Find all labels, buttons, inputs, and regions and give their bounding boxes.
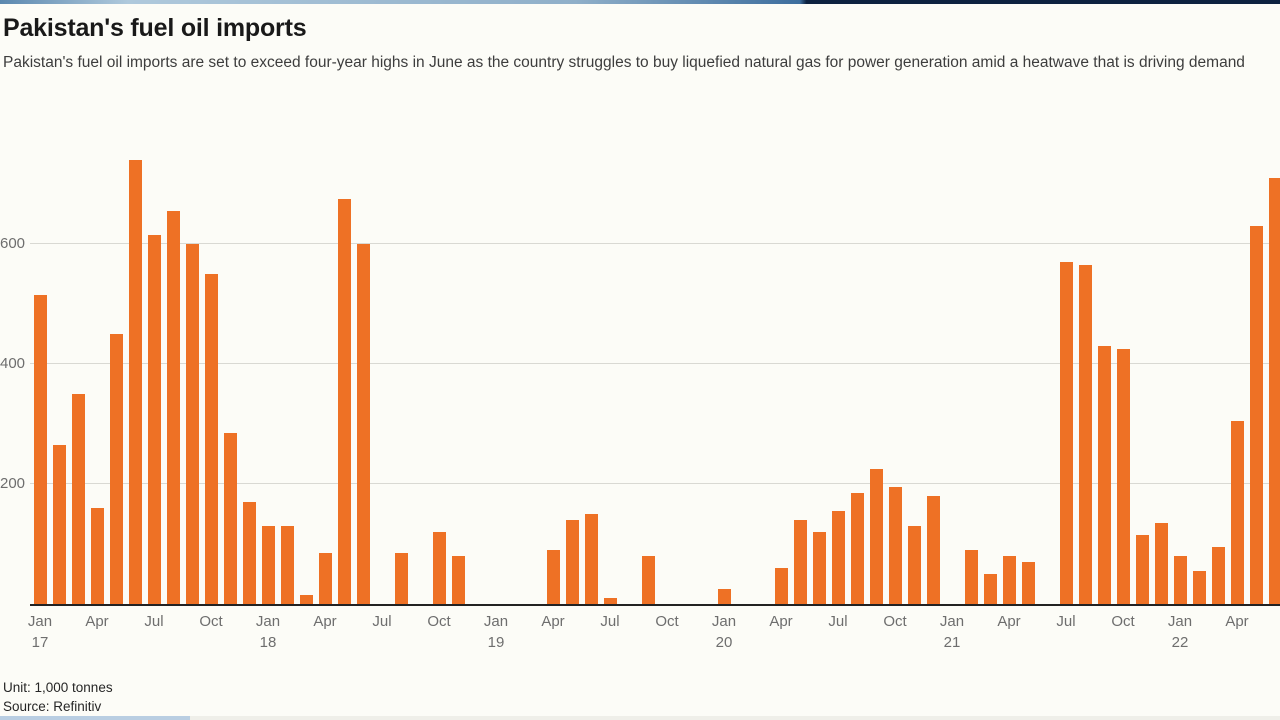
bar-feb-2021 [964, 550, 978, 604]
bar-may-2022 [1249, 226, 1263, 604]
x-tick-year-20: 20 [715, 634, 733, 651]
bar-jun-2018 [356, 244, 370, 604]
bar-jan-2018 [261, 526, 275, 604]
y-axis-label-200: 200 [0, 475, 26, 492]
bar-jul-2019 [603, 598, 617, 604]
x-tick-apr: Apr [769, 613, 793, 630]
bar-nov-2017 [223, 433, 237, 604]
bottom-bar-left-segment [0, 716, 190, 720]
x-tick-jan-19: Jan [483, 613, 509, 630]
x-tick-jul: Jul [372, 613, 392, 630]
bar-jun-2022 [1268, 178, 1280, 604]
bar-may-2021 [1021, 562, 1035, 604]
unit-note: Unit: 1,000 tonnes [3, 680, 113, 695]
bar-jul-2017 [147, 235, 161, 604]
bar-apr-2018 [318, 553, 332, 604]
x-tick-year-22: 22 [1171, 634, 1189, 651]
bar-feb-2022 [1192, 571, 1206, 604]
x-tick-oct: Oct [1111, 613, 1135, 630]
x-tick-jan-20: Jan [711, 613, 737, 630]
x-tick-year-18: 18 [259, 634, 277, 651]
bar-mar-2018 [299, 595, 313, 604]
bar-oct-2017 [204, 274, 218, 604]
bar-may-2019 [565, 520, 579, 604]
bar-dec-2017 [242, 502, 256, 604]
bar-jul-2021 [1059, 262, 1073, 604]
bar-aug-2020 [850, 493, 864, 604]
reuters-top-bar [0, 0, 1280, 4]
bar-dec-2020 [926, 496, 940, 604]
bar-sep-2017 [185, 244, 199, 604]
bar-aug-2021 [1078, 265, 1092, 604]
bar-apr-2019 [546, 550, 560, 604]
x-tick-apr: Apr [313, 613, 337, 630]
x-tick-apr: Apr [1225, 613, 1249, 630]
bar-aug-2017 [166, 211, 180, 604]
bar-oct-2018 [432, 532, 446, 604]
bar-feb-2018 [280, 526, 294, 604]
bar-jul-2020 [831, 511, 845, 604]
bar-sep-2020 [869, 469, 883, 604]
y-axis-label-600: 600 [0, 235, 26, 252]
bar-sep-2019 [641, 556, 655, 604]
bar-dec-2021 [1154, 523, 1168, 604]
reuters-bottom-bar [0, 716, 1280, 720]
gridline-600 [30, 243, 1280, 244]
chart-footer: Unit: 1,000 tonnes Source: Refinitiv [3, 678, 113, 716]
x-tick-jul: Jul [600, 613, 620, 630]
chart-title: Pakistan's fuel oil imports [3, 14, 307, 42]
bar-apr-2021 [1002, 556, 1016, 604]
x-tick-apr: Apr [85, 613, 109, 630]
bar-jun-2017 [128, 160, 142, 604]
bar-apr-2022 [1230, 421, 1244, 604]
bar-may-2018 [337, 199, 351, 604]
chart-subtitle: Pakistan's fuel oil imports are set to e… [3, 54, 1245, 71]
x-axis-labels: Jan 17 Apr Jul Oct Jan 18 Apr Jul Oct Jan 19 Apr Jul O… [0, 613, 1280, 655]
x-tick-oct: Oct [883, 613, 907, 630]
source-note: Source: Refinitiv [3, 699, 102, 714]
x-tick-apr: Apr [541, 613, 565, 630]
bar-may-2020 [793, 520, 807, 604]
x-tick-jan-17: Jan [27, 613, 53, 630]
bar-jan-2020 [717, 589, 731, 604]
bar-jun-2020 [812, 532, 826, 604]
bar-nov-2020 [907, 526, 921, 604]
bottom-bar-right-segment [190, 716, 1280, 720]
x-tick-jan-21: Jan [939, 613, 965, 630]
x-tick-oct: Oct [199, 613, 223, 630]
bar-jun-2019 [584, 514, 598, 604]
chart-header: Pakistan's fuel oil imports Pakistan's f… [3, 13, 1253, 76]
x-tick-jul: Jul [828, 613, 848, 630]
x-tick-apr: Apr [997, 613, 1021, 630]
bar-nov-2018 [451, 556, 465, 604]
x-tick-jan-22: Jan [1167, 613, 1193, 630]
x-tick-year-19: 19 [487, 634, 505, 651]
gridline-200 [30, 483, 1280, 484]
bar-aug-2018 [394, 553, 408, 604]
bar-sep-2021 [1097, 346, 1111, 604]
bar-jan-2022 [1173, 556, 1187, 604]
bar-oct-2020 [888, 487, 902, 604]
x-tick-jul: Jul [1056, 613, 1076, 630]
bar-mar-2017 [71, 394, 85, 604]
bar-apr-2020 [774, 568, 788, 604]
bar-jan-2017 [33, 295, 47, 604]
bar-may-2017 [109, 334, 123, 604]
x-tick-jan-18: Jan [255, 613, 281, 630]
x-tick-year-17: 17 [31, 634, 49, 651]
bar-apr-2017 [90, 508, 104, 604]
bar-feb-2017 [52, 445, 66, 604]
x-tick-oct: Oct [655, 613, 679, 630]
y-axis-label-400: 400 [0, 355, 26, 372]
x-axis-baseline [30, 604, 1280, 606]
x-tick-jul: Jul [144, 613, 164, 630]
gridline-400 [30, 363, 1280, 364]
x-tick-year-21: 21 [943, 634, 961, 651]
bar-nov-2021 [1135, 535, 1149, 604]
x-tick-oct: Oct [427, 613, 451, 630]
plot-area: 200 400 600 [0, 127, 1280, 606]
bar-oct-2021 [1116, 349, 1130, 604]
bar-mar-2021 [983, 574, 997, 604]
bar-mar-2022 [1211, 547, 1225, 604]
